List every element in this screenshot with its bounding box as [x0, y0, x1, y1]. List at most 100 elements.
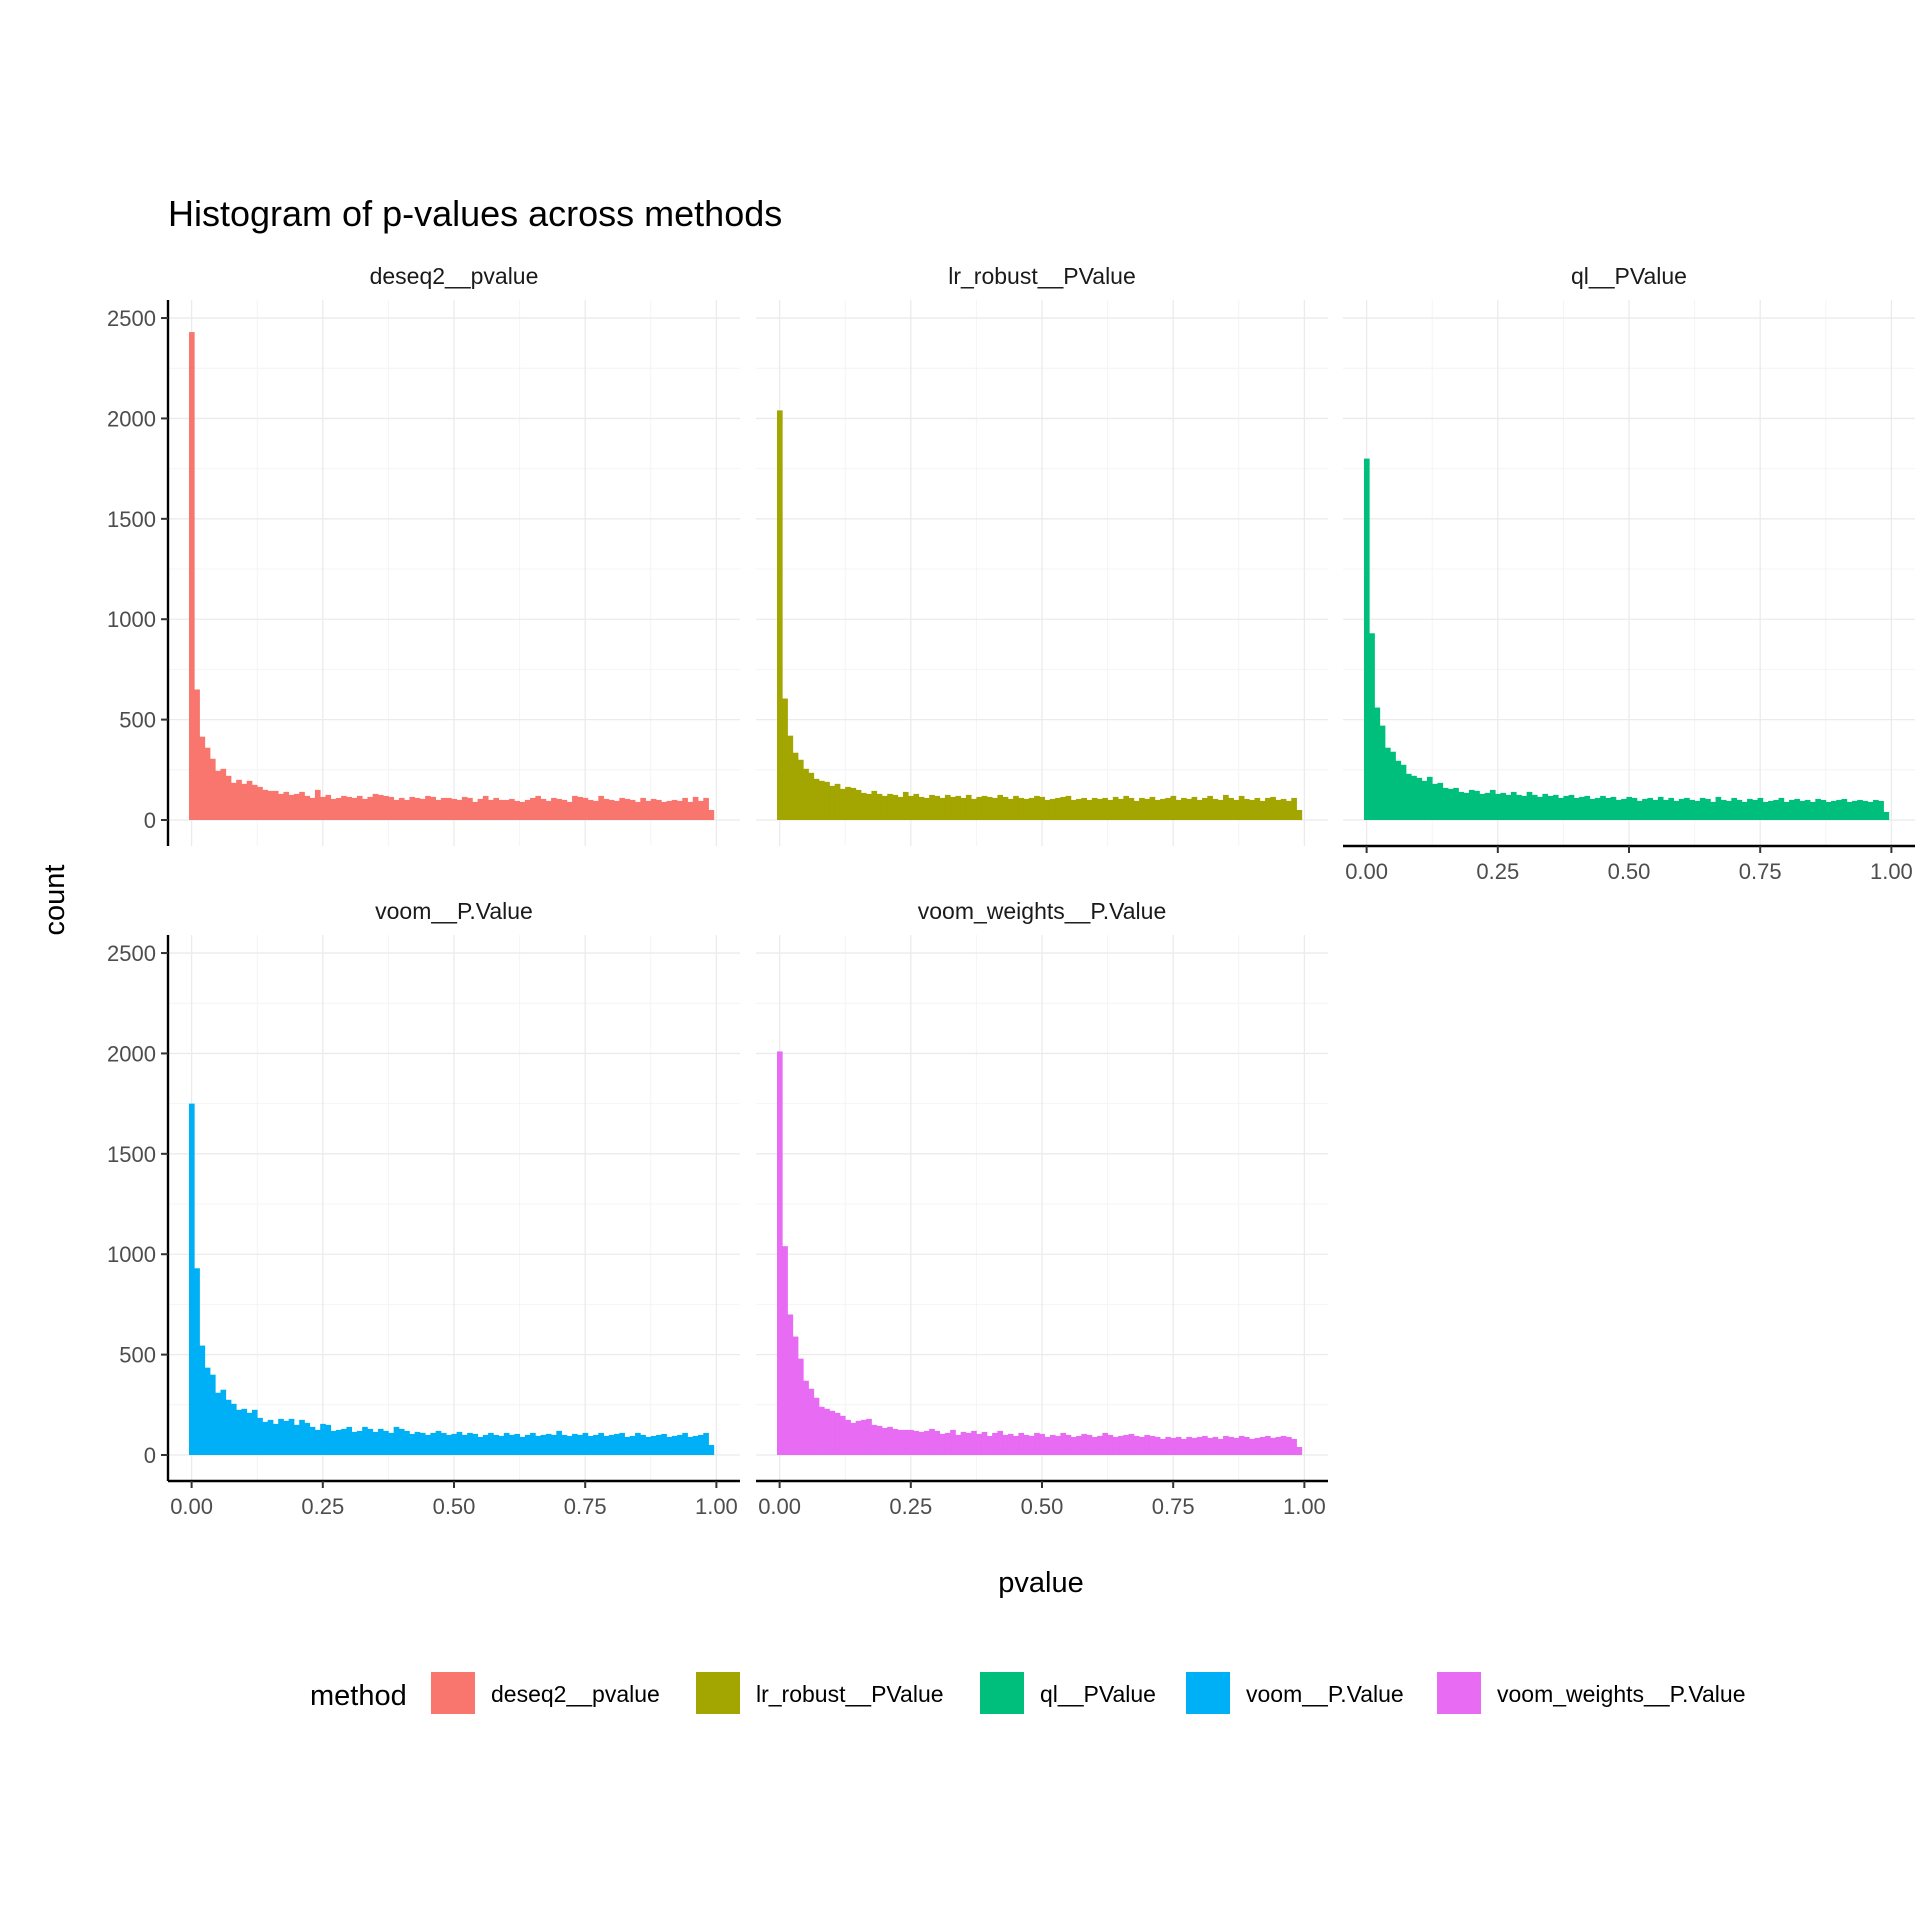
- histogram-bar: [1144, 798, 1150, 820]
- histogram-bar: [703, 1432, 709, 1455]
- facet-strip-label: ql__PValue: [1571, 263, 1687, 289]
- histogram-bar: [1526, 791, 1533, 820]
- facet-strip-label: voom__P.Value: [375, 898, 533, 924]
- histogram-bar: [1181, 797, 1187, 820]
- histogram-bar: [871, 790, 878, 820]
- histogram-bar: [272, 790, 279, 820]
- histogram-bar: [1379, 725, 1386, 820]
- histogram-bar: [1123, 1434, 1129, 1455]
- histogram-bar: [1626, 796, 1633, 820]
- histogram-bar: [561, 1434, 568, 1455]
- histogram-bar: [808, 1388, 815, 1455]
- histogram-bar: [330, 1430, 337, 1455]
- histogram-bar: [1228, 1436, 1234, 1455]
- histogram-bar: [582, 797, 589, 820]
- histogram-bar: [1228, 797, 1234, 820]
- histogram-bar: [1463, 792, 1470, 820]
- histogram-bar: [645, 1436, 652, 1455]
- histogram-bar: [304, 795, 311, 820]
- histogram-bar: [388, 796, 395, 820]
- histogram-bar: [834, 1412, 841, 1455]
- histogram-bar: [530, 1432, 536, 1455]
- histogram-bar: [1133, 800, 1140, 820]
- histogram-bar: [477, 1436, 484, 1455]
- histogram-bar: [1002, 1434, 1009, 1455]
- histogram-bar: [908, 795, 914, 820]
- histogram-bar: [566, 801, 573, 820]
- histogram-bar: [1768, 800, 1774, 820]
- facet-strip-label: deseq2__pvalue: [370, 263, 539, 289]
- histogram-bar: [1741, 801, 1748, 820]
- histogram-bar: [356, 795, 363, 820]
- histogram-bar: [661, 1433, 667, 1455]
- histogram-bar: [960, 797, 967, 820]
- histogram-bar: [955, 795, 962, 820]
- histogram-bar: [1883, 811, 1890, 820]
- histogram-bar: [209, 758, 216, 820]
- histogram-bar: [1286, 1436, 1292, 1455]
- histogram-bar: [383, 795, 389, 820]
- histogram-bar: [1233, 1437, 1240, 1455]
- histogram-bar: [971, 1430, 977, 1455]
- histogram-bar: [687, 1436, 694, 1455]
- histogram-bar: [1144, 1434, 1150, 1455]
- histogram-bar: [1291, 797, 1297, 820]
- histogram-bar: [1489, 789, 1496, 820]
- histogram-bar: [666, 1436, 673, 1455]
- histogram-bar: [194, 1268, 200, 1455]
- histogram-bar: [1118, 1435, 1124, 1455]
- histogram-bar: [251, 1409, 258, 1455]
- x-tick-label: 0.00: [170, 1494, 213, 1519]
- histogram-bar: [971, 798, 977, 820]
- x-tick-label: 1.00: [695, 1494, 738, 1519]
- histogram-bar: [530, 797, 536, 820]
- histogram-bar: [556, 798, 562, 820]
- histogram-bar: [1563, 795, 1570, 820]
- x-tick-label: 0.75: [1739, 859, 1782, 884]
- histogram-bar: [304, 1422, 311, 1455]
- histogram-bar: [509, 798, 515, 820]
- histogram-bar: [944, 1432, 951, 1455]
- histogram-bar: [566, 1435, 573, 1455]
- histogram-bar: [1112, 796, 1119, 820]
- histogram-bar: [1852, 800, 1858, 820]
- legend-label: deseq2__pvalue: [491, 1681, 660, 1707]
- histogram-bar: [278, 1418, 284, 1455]
- histogram-bar: [524, 799, 531, 820]
- histogram-bar: [892, 794, 899, 820]
- histogram-bar: [325, 794, 332, 820]
- histogram-bar: [225, 775, 232, 820]
- histogram-bar: [1212, 1436, 1219, 1455]
- histogram-bar: [482, 1434, 489, 1455]
- legend-key: [1186, 1672, 1230, 1714]
- histogram-bar: [425, 1434, 431, 1455]
- histogram-bar: [614, 800, 620, 820]
- histogram-bar: [640, 797, 646, 820]
- histogram-bar: [818, 780, 825, 820]
- histogram-bar: [351, 797, 358, 820]
- histogram-bar: [456, 799, 463, 820]
- histogram-bar: [860, 1419, 867, 1455]
- histogram-bar: [598, 1432, 604, 1455]
- histogram-bar: [1453, 787, 1459, 820]
- histogram-bar: [1170, 795, 1177, 820]
- histogram-bar: [635, 801, 641, 820]
- x-tick-label: 0.75: [564, 1494, 607, 1519]
- histogram-bar: [687, 801, 694, 820]
- histogram-bar: [1212, 798, 1219, 820]
- histogram-bar: [1296, 809, 1303, 820]
- histogram-bar: [372, 793, 379, 820]
- histogram-bar: [1065, 1434, 1072, 1455]
- histogram-bar: [1500, 792, 1507, 820]
- histogram-bar: [1757, 797, 1764, 820]
- histogram-bar: [1055, 1435, 1061, 1455]
- histogram-bar: [330, 798, 337, 820]
- histogram-bar: [1825, 801, 1832, 820]
- histogram-bar: [482, 795, 489, 820]
- histogram-bar: [1217, 799, 1224, 820]
- legend-label: voom_weights__P.Value: [1497, 1681, 1746, 1707]
- histogram-bar: [1091, 797, 1098, 820]
- y-tick-label: 0: [144, 1443, 156, 1468]
- histogram-bar: [1060, 796, 1067, 820]
- histogram-bar: [902, 791, 909, 820]
